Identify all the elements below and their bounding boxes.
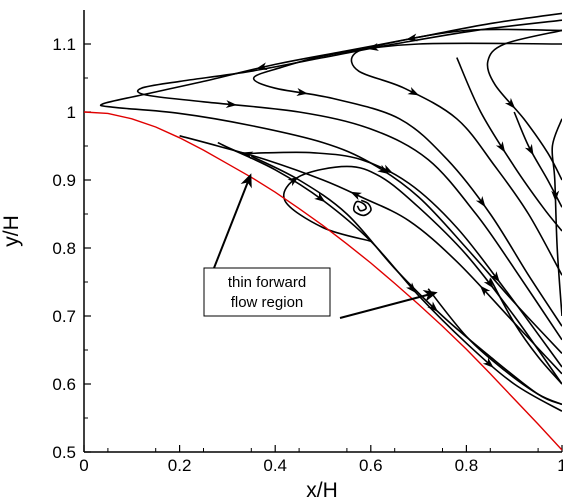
y-tick-label: 1 — [67, 103, 76, 122]
streamline-arrow — [551, 190, 560, 202]
x-tick-label: 0.2 — [168, 456, 192, 475]
plot-axes — [83, 10, 562, 453]
streamlines — [99, 12, 562, 412]
x-tick-label: 0.4 — [263, 456, 287, 475]
annotation-line-1: thin forward — [228, 274, 306, 291]
x-tick-label: 0 — [79, 456, 88, 475]
y-axis-title: y/H — [0, 215, 23, 247]
y-tick-label: 0.6 — [52, 375, 76, 394]
y-tick-label: 0.8 — [52, 239, 76, 258]
x-axis-title: x/H — [306, 479, 338, 502]
streamline-6 — [456, 57, 562, 232]
streamline-8 — [551, 118, 562, 317]
annotation-line-2: flow region — [231, 294, 304, 311]
x-tick-label: 1 — [557, 456, 563, 475]
y-ticks: 0.5 0.6 0.7 0.8 0.9 1 1.1 — [52, 35, 91, 462]
annotation-thin-forward-flow: thin forward flow region — [203, 173, 438, 319]
plot-area — [84, 12, 562, 451]
y-tick-label: 0.5 — [52, 443, 76, 462]
streamline-14 — [427, 288, 562, 406]
y-tick-label: 0.9 — [52, 171, 76, 190]
streamline-arrow — [225, 100, 238, 109]
y-tick-label: 0.7 — [52, 307, 76, 326]
streamline-arrow — [490, 271, 500, 283]
streamline-3 — [252, 42, 562, 327]
streamline-arrow — [256, 62, 268, 71]
streamline-15 — [489, 278, 562, 385]
streamline-arrow — [427, 301, 439, 312]
annotation-arrows — [213, 173, 438, 319]
streamline-arrow — [524, 143, 534, 156]
x-ticks: 0 0.2 0.4 0.6 0.8 1 — [79, 445, 563, 475]
y-tick-label: 1.1 — [52, 35, 76, 54]
streamline-11 — [217, 141, 562, 368]
streamline-5 — [486, 29, 562, 181]
x-tick-label: 0.6 — [359, 456, 383, 475]
streamline-2 — [136, 19, 562, 341]
streamline-arrow — [296, 88, 308, 96]
streamline-arrow — [350, 191, 362, 201]
streamline-arrow — [483, 277, 494, 289]
streamline-arrow — [504, 97, 516, 109]
streamline-arrow — [406, 282, 417, 294]
streamline-arrow — [407, 86, 420, 96]
annotation-arrow-head — [240, 173, 252, 189]
streamline-arrow — [381, 164, 394, 174]
annotation-arrow-head — [422, 289, 438, 302]
streamline-arrow — [314, 192, 326, 203]
streamline-arrow — [482, 357, 494, 368]
annotation-box — [203, 267, 331, 317]
streamline-4 — [350, 28, 562, 276]
wall-curve — [84, 111, 562, 451]
streamline-arrow — [495, 141, 506, 153]
streamline-arrow — [475, 195, 486, 208]
x-tick-label: 0.8 — [455, 456, 479, 475]
annotation-arrow-line — [339, 293, 429, 319]
streamline-arrow — [479, 285, 491, 297]
streamline-16 — [352, 199, 372, 217]
annotation-arrow-line — [213, 182, 249, 269]
